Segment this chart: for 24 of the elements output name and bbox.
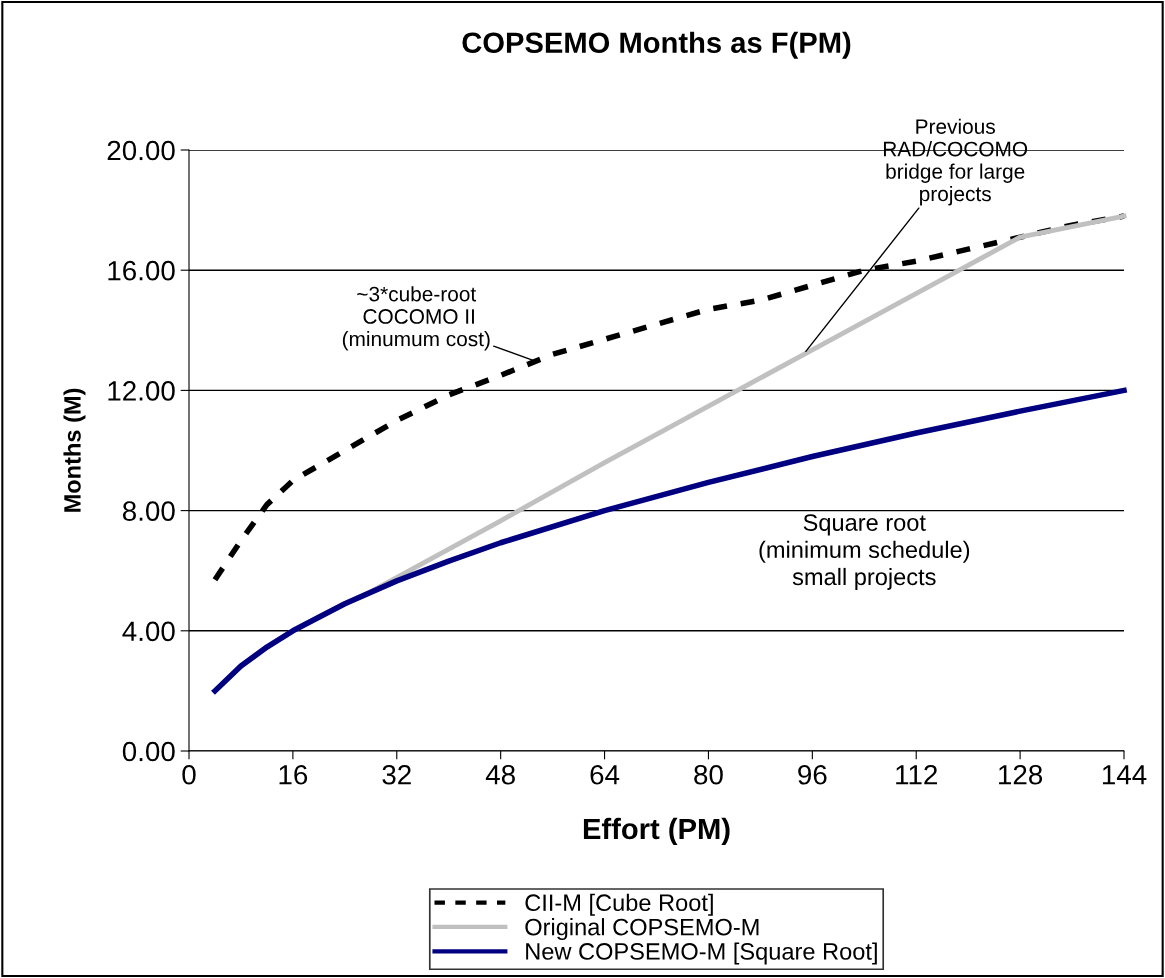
y-tick-label: 16.00: [108, 260, 175, 281]
y-tick-label: 8.00: [122, 501, 175, 521]
y-tick-label: 12.00: [108, 381, 175, 401]
legend-label: Original COPSEMO-M: [525, 918, 759, 941]
y-tick-label: 0.00: [122, 741, 175, 762]
x-tick-label: 96: [798, 764, 827, 785]
x-tick-label: 48: [485, 764, 515, 785]
x-tick-label: 0: [182, 764, 196, 785]
legend-label: CII-M [Cube Root]: [525, 893, 713, 916]
y-tick-label: 4.00: [122, 621, 175, 642]
x-tick-label: 112: [896, 764, 937, 785]
annotation: ~3*cube-root COCOMO II (minumum cost): [342, 286, 490, 351]
y-tick-label: 20.00: [107, 140, 175, 161]
x-tick-label: 16: [279, 764, 308, 785]
x-axis-title: Effort (PM): [583, 817, 730, 846]
x-tick-label: 128: [999, 764, 1043, 785]
x-tick-label: 80: [694, 764, 723, 785]
x-tick-label: 64: [590, 764, 620, 785]
x-tick-label: 144: [1102, 765, 1147, 785]
chart-title: COPSEMO Months as F(PM): [462, 31, 851, 59]
legend-label: New COPSEMO-M [Square Root]: [526, 942, 877, 965]
annotation: Square root (minimum schedule) small projects: [759, 514, 970, 590]
y-axis-title: Months (M): [63, 388, 86, 512]
x-tick-label: 32: [382, 764, 411, 785]
